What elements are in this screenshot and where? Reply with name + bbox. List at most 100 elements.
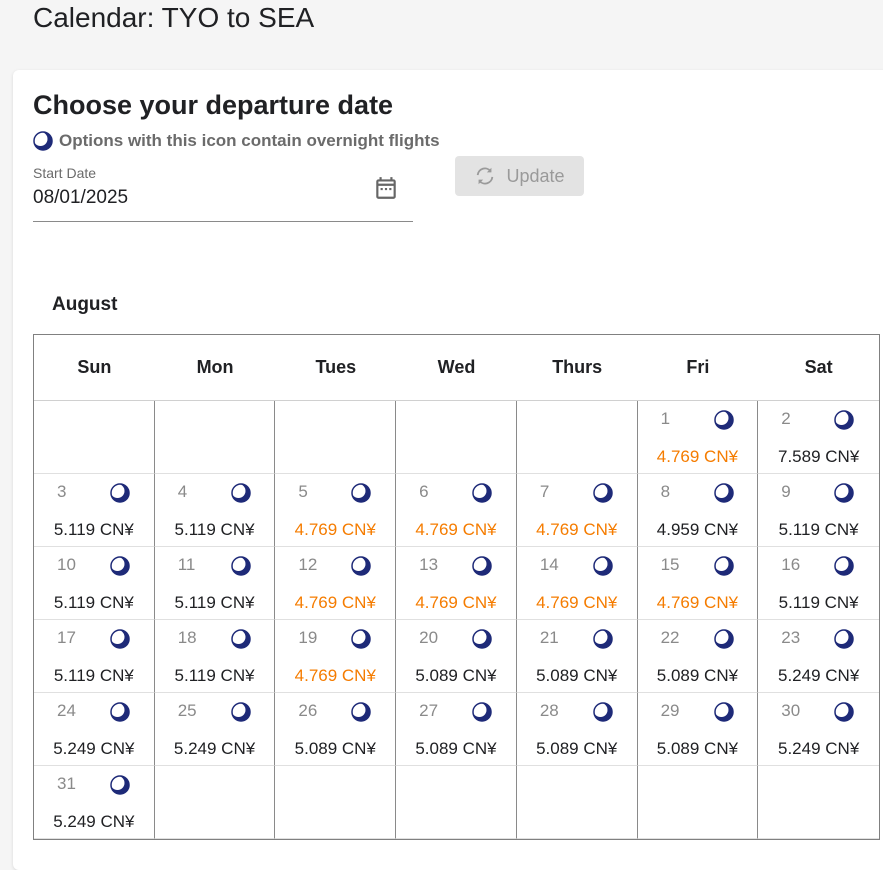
day-price: 4.769 CN¥ <box>656 447 739 466</box>
moon-icon <box>834 702 855 722</box>
moon-icon <box>351 556 372 576</box>
calendar-day-cell[interactable]: 11 5.119 CN¥ <box>154 547 276 620</box>
calendar-day-cell[interactable]: 24 5.249 CN¥ <box>34 693 155 766</box>
day-number: 26 <box>298 701 318 720</box>
moon-icon <box>834 483 855 503</box>
moon-icon <box>472 702 492 722</box>
day-price: 4.769 CN¥ <box>536 593 618 612</box>
calendar-day-cell[interactable]: 7 4.769 CN¥ <box>516 474 638 547</box>
weekday-fri: Fri <box>686 357 710 377</box>
day-price: 4.769 CN¥ <box>294 666 376 685</box>
calendar-day-cell[interactable]: 8 4.959 CN¥ <box>637 474 759 547</box>
calendar-day-cell[interactable]: 3 5.119 CN¥ <box>34 474 155 547</box>
moon-icon <box>593 629 613 649</box>
day-number: 24 <box>57 701 76 720</box>
day-price: 5.089 CN¥ <box>415 739 497 758</box>
day-number: 19 <box>298 628 318 647</box>
moon-icon <box>834 410 855 430</box>
calendar-day-cell[interactable]: 16 5.119 CN¥ <box>758 547 879 620</box>
moon-icon <box>472 629 492 649</box>
calendar-day-cell[interactable]: 5 4.769 CN¥ <box>275 474 397 547</box>
calendar-day-cell[interactable]: 28 5.089 CN¥ <box>516 693 638 766</box>
overnight-legend: Options with this icon contain overnight… <box>33 131 440 151</box>
calendar-empty-cell <box>637 766 759 839</box>
day-price: 5.249 CN¥ <box>53 812 135 831</box>
calendar-day-cell[interactable]: 20 5.089 CN¥ <box>396 620 517 693</box>
calendar-day-cell[interactable]: 10 5.119 CN¥ <box>34 547 155 620</box>
day-number: 12 <box>298 555 318 574</box>
day-number: 23 <box>781 628 801 647</box>
day-number: 17 <box>57 628 76 647</box>
day-price: 4.769 CN¥ <box>656 593 739 612</box>
moon-icon <box>351 483 372 503</box>
day-number: 8 <box>660 482 671 501</box>
day-number: 22 <box>660 628 680 647</box>
start-date-value[interactable]: 08/01/2025 <box>33 187 129 208</box>
day-price: 5.119 CN¥ <box>778 593 859 612</box>
calendar-day-cell[interactable]: 27 5.089 CN¥ <box>396 693 517 766</box>
month-label: August <box>52 294 118 315</box>
day-price: 5.249 CN¥ <box>53 739 135 758</box>
calendar-empty-cell <box>275 766 397 839</box>
calendar-day-cell[interactable]: 23 5.249 CN¥ <box>758 620 879 693</box>
calendar-day-cell[interactable]: 22 5.089 CN¥ <box>637 620 759 693</box>
moon-icon <box>593 556 613 576</box>
day-price: 5.119 CN¥ <box>174 520 255 539</box>
moon-icon <box>230 556 251 576</box>
calendar-day-cell[interactable]: 21 5.089 CN¥ <box>516 620 638 693</box>
calendar-day-cell[interactable]: 30 5.249 CN¥ <box>758 693 879 766</box>
calendar-day-cell[interactable]: 26 5.089 CN¥ <box>275 693 397 766</box>
moon-icon <box>351 702 372 722</box>
calendar-day-cell[interactable]: 4 5.119 CN¥ <box>154 474 276 547</box>
moon-icon <box>33 131 53 151</box>
calendar-icon[interactable] <box>373 175 399 201</box>
update-button[interactable]: Update <box>455 156 584 196</box>
calendar-day-cell[interactable]: 9 5.119 CN¥ <box>758 474 879 547</box>
calendar-day-cell[interactable]: 17 5.119 CN¥ <box>34 620 155 693</box>
calendar-day-cell[interactable]: 31 5.249 CN¥ <box>34 766 155 839</box>
day-number: 16 <box>781 555 801 574</box>
refresh-icon <box>477 167 494 185</box>
day-number: 6 <box>419 482 429 501</box>
calendar-day-cell[interactable]: 14 4.769 CN¥ <box>516 547 638 620</box>
moon-icon <box>472 483 492 503</box>
calendar-day-cell[interactable]: 25 5.249 CN¥ <box>154 693 276 766</box>
day-price: 5.119 CN¥ <box>53 520 134 539</box>
day-price: 4.769 CN¥ <box>294 593 376 612</box>
calendar-empty-cell <box>154 766 276 839</box>
moon-icon <box>110 629 130 649</box>
day-price: 5.249 CN¥ <box>173 739 256 758</box>
calendar-day-cell[interactable]: 12 4.769 CN¥ <box>275 547 397 620</box>
day-number: 28 <box>539 701 559 720</box>
moon-icon <box>230 483 251 503</box>
day-price: 5.119 CN¥ <box>53 666 134 685</box>
calendar-day-cell[interactable]: 2 7.589 CN¥ <box>758 401 879 474</box>
day-number: 11 <box>177 555 196 574</box>
date-selection-card: Choose your departure date Options with … <box>13 70 883 870</box>
moon-icon <box>110 556 130 576</box>
day-number: 14 <box>539 555 559 574</box>
day-price: 5.119 CN¥ <box>174 666 255 685</box>
calendar-empty-cell <box>758 766 879 839</box>
calendar-day-cell[interactable]: 1 4.769 CN¥ <box>637 401 759 474</box>
weekday-sun: Sun <box>77 357 112 377</box>
start-date-label: Start Date <box>33 165 97 181</box>
calendar-day-cell[interactable]: 19 4.769 CN¥ <box>275 620 397 693</box>
start-date-field[interactable]: Start Date 08/01/2025 <box>33 165 413 222</box>
calendar-day-cell[interactable]: 29 5.089 CN¥ <box>637 693 759 766</box>
moon-icon <box>834 556 855 576</box>
legend-text: Options with this icon contain overnight… <box>59 131 440 150</box>
calendar-day-cell[interactable]: 15 4.769 CN¥ <box>637 547 759 620</box>
day-price: 4.769 CN¥ <box>415 520 497 539</box>
day-number: 3 <box>57 482 67 501</box>
calendar-day-cell[interactable]: 13 4.769 CN¥ <box>396 547 517 620</box>
moon-icon <box>713 410 734 430</box>
calendar-days: 1 4.769 CN¥ 2 7.589 CN¥ 3 5.119 CN¥ 4 5.119 CN¥… <box>34 401 879 839</box>
calendar-day-cell[interactable]: 6 4.769 CN¥ <box>396 474 517 547</box>
day-number: 20 <box>419 628 439 647</box>
weekday-sat: Sat <box>804 357 833 377</box>
calendar-day-cell[interactable]: 18 5.119 CN¥ <box>154 620 276 693</box>
day-price: 5.119 CN¥ <box>53 593 134 612</box>
calendar-empty-cell <box>275 401 397 474</box>
weekday-header: Sun Mon Tues Wed Thurs Fri Sat <box>34 335 879 401</box>
